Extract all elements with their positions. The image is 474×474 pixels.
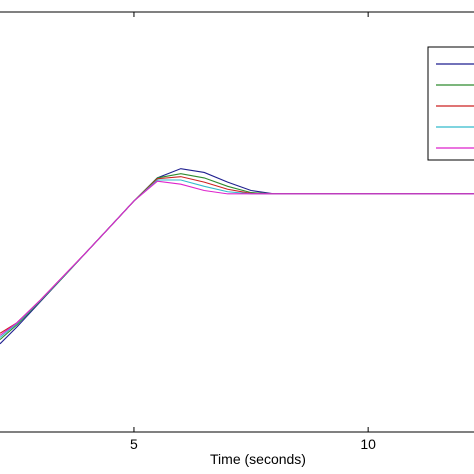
series-line [0, 168, 474, 345]
series-line [0, 173, 474, 341]
series-line [0, 180, 474, 336]
x-tick-label: 5 [130, 436, 138, 452]
series-line [0, 176, 474, 334]
x-axis-label: Time (seconds) [210, 451, 306, 467]
legend-box [427, 46, 474, 161]
series-line [0, 179, 474, 338]
x-tick-label: 10 [360, 436, 376, 452]
